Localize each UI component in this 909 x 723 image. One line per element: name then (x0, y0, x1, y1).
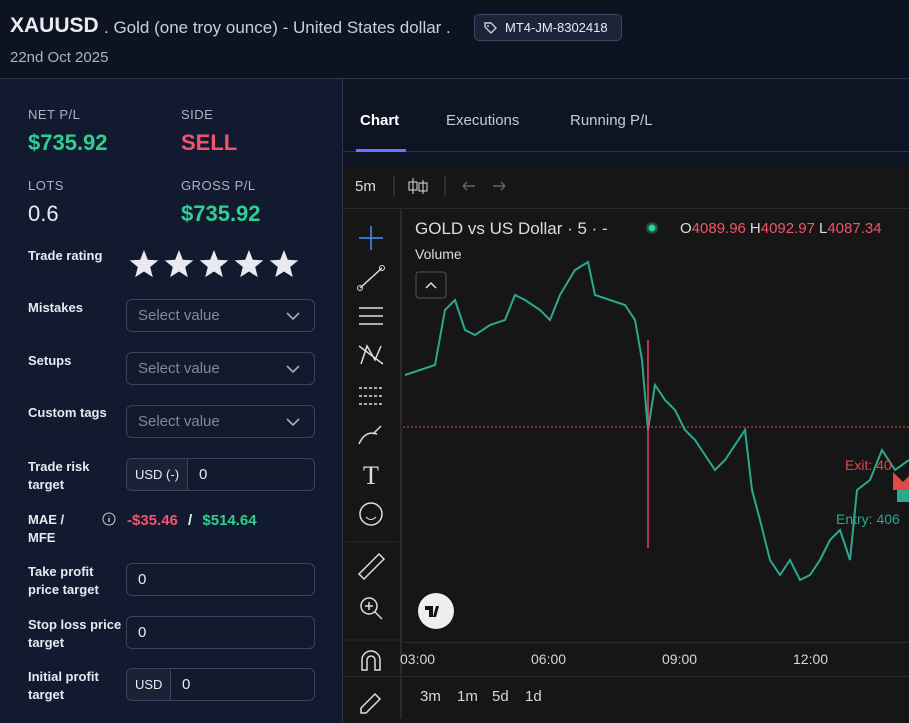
tab[interactable]: Running P/L (570, 112, 653, 129)
interval[interactable]: 5m (355, 178, 376, 195)
net-pl-value: $735.92 (28, 130, 108, 155)
unit: USD (-) (127, 459, 189, 490)
star (199, 250, 229, 278)
ohlc-key: L (818, 220, 828, 237)
chart-title: GOLD vs US Dollar · 5 · - (415, 219, 608, 238)
symbol: XAUUSD (10, 14, 99, 37)
time-label: 03:00 (400, 651, 436, 667)
field-label: Custom tags (28, 405, 107, 420)
field-label: Take profit price target (28, 564, 99, 597)
input-value: 0 (138, 624, 147, 641)
input-value: 0 (138, 571, 147, 588)
price-line (404, 260, 909, 582)
field-label: Setups (28, 353, 72, 368)
gross-pl-value: $735.92 (181, 201, 261, 226)
star (269, 250, 299, 278)
status-dot (646, 222, 658, 234)
star (234, 250, 264, 278)
mistakes-select[interactable]: Select value (126, 299, 315, 332)
exit-label: Exit: 40 (845, 457, 892, 473)
ohlc-value: 4087.34 (827, 220, 882, 237)
drawing-tools: T (345, 226, 399, 714)
rating-label: Trade rating (28, 248, 103, 263)
input-value: 0 (182, 676, 191, 693)
tags-select[interactable]: Select value (126, 405, 315, 438)
date: 22nd Oct 2025 (10, 49, 109, 66)
chevron (286, 418, 300, 427)
range-button[interactable]: 1d (525, 688, 542, 705)
tp-input[interactable]: 0 (126, 563, 315, 596)
placeholder: Select value (138, 413, 220, 430)
star-rating[interactable] (127, 248, 307, 282)
side-label: SIDE (181, 107, 214, 122)
ohlc-key: H (749, 220, 761, 237)
chevron (286, 365, 300, 374)
tag-icon (484, 22, 497, 34)
price-plot (403, 260, 909, 629)
svg-text:T: T (363, 461, 379, 490)
separator: / (188, 512, 193, 529)
collapse-btn[interactable] (415, 271, 447, 299)
tab-divider (343, 151, 909, 152)
lots-label: LOTS (28, 178, 64, 193)
chart-widget (343, 165, 909, 723)
field-label: MAE / MFE (28, 512, 65, 545)
tag-badge[interactable]: MT4-JM-8302418 (474, 14, 622, 41)
risk-input[interactable]: USD (-) 0 (126, 458, 315, 491)
star (164, 250, 194, 278)
trade-panel (0, 79, 343, 723)
ohlc: O4089.96 H4092.97 L4087.34 (680, 220, 886, 237)
placeholder: Select value (138, 360, 220, 377)
placeholder: Select value (138, 307, 220, 324)
divider (343, 676, 909, 677)
field-label: Stop loss price target (28, 617, 122, 650)
range-button[interactable]: 3m (420, 688, 441, 705)
field-label: Mistakes (28, 300, 83, 315)
side-value: SELL (181, 130, 238, 155)
time-label: 09:00 (662, 651, 698, 667)
field-label: Initial profit target (28, 669, 99, 702)
field-label: Trade risk target (28, 459, 90, 492)
volume-label: Volume (415, 246, 462, 262)
mfe: $514.64 (202, 512, 257, 529)
unit: USD (127, 669, 172, 700)
range-button[interactable]: 1m (457, 688, 478, 705)
range-button[interactable]: 5d (492, 688, 509, 705)
input-value: 0 (199, 466, 208, 483)
tab-indicator (356, 149, 406, 152)
ohlc-value: 4092.97 (760, 220, 815, 237)
gross-pl-label: GROSS P/L (181, 178, 256, 193)
divider (400, 209, 402, 719)
tab[interactable]: Chart (360, 112, 400, 129)
tag-text: MT4-JM-8302418 (505, 20, 608, 35)
time-label: 06:00 (531, 651, 567, 667)
chevron (286, 312, 300, 321)
divider (0, 78, 909, 79)
setups-select[interactable]: Select value (126, 352, 315, 385)
ip-input[interactable]: USD 0 (126, 668, 315, 701)
sl-input[interactable]: 0 (126, 616, 315, 649)
lots-value: 0.6 (28, 201, 59, 226)
net-pl-label: NET P/L (28, 107, 81, 122)
star (129, 250, 159, 278)
info-icon[interactable] (102, 512, 116, 526)
ohlc-key: O (680, 220, 692, 237)
chart-toolbar (393, 176, 506, 196)
description: . Gold (one troy ounce) - United States … (104, 18, 451, 37)
divider (343, 208, 909, 209)
time-label: 12:00 (793, 651, 829, 667)
entry-label: Entry: 406 (836, 511, 900, 527)
tab[interactable]: Executions (446, 112, 520, 129)
ohlc-value: 4089.96 (691, 220, 746, 237)
axis-line (403, 642, 909, 643)
mae: -$35.46 (127, 512, 178, 529)
